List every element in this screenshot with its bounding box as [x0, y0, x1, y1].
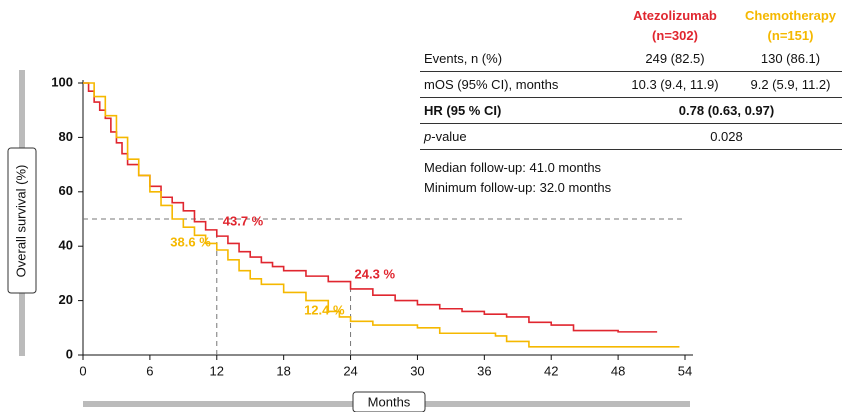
header-cell [420, 6, 611, 46]
column-header: Chemotherapy (n=151) [744, 8, 837, 43]
x-tick-label: 54 [678, 363, 692, 378]
table-row: p-value 0.028 [420, 123, 842, 150]
x-tick-label: 24 [343, 363, 357, 378]
cell: 0.78 (0.63, 0.97) [611, 97, 842, 124]
x-tick-label: 18 [276, 363, 290, 378]
column-header: Atezolizumab (n=302) [633, 8, 717, 43]
x-tick-label: 30 [410, 363, 424, 378]
x-tick-label: 12 [210, 363, 224, 378]
y-tick-label: 100 [51, 74, 73, 89]
summary-table: Atezolizumab (n=302) Chemotherapy (n=151)… [420, 6, 842, 198]
annotation: 12.4 % [304, 303, 345, 318]
y-tick-label: 0 [66, 346, 73, 361]
row-label: HR (95 % CI) [420, 97, 611, 124]
header-row: Atezolizumab (n=302) Chemotherapy (n=151) [420, 6, 842, 46]
cell: 249 (82.5) [611, 46, 739, 72]
y-tick-label: 20 [59, 292, 73, 307]
x-tick-label: 6 [146, 363, 153, 378]
x-tick-label: 36 [477, 363, 491, 378]
y-label-box [7, 147, 37, 294]
notes: Median follow-up: 41.0 months Minimum fol… [420, 158, 842, 198]
annotation: 38.6 % [170, 234, 211, 249]
table-row: HR (95 % CI) 0.78 (0.63, 0.97) [420, 97, 842, 124]
row-label: Events, n (%) [420, 46, 611, 72]
annotation: 43.7 % [223, 214, 264, 229]
x-tick-label: 48 [611, 363, 625, 378]
cell: 0.028 [611, 123, 842, 150]
row-label: mOS (95% CI), months [420, 71, 611, 98]
y-tick-label: 40 [59, 238, 73, 253]
cell: 9.2 (5.9, 11.2) [739, 71, 842, 98]
cell: 10.3 (9.4, 11.9) [611, 71, 739, 98]
annotation: 24.3 % [355, 266, 396, 281]
table-row: Events, n (%) 249 (82.5) 130 (86.1) [420, 46, 842, 72]
y-tick-label: 60 [59, 183, 73, 198]
note: Median follow-up: 41.0 months [424, 160, 602, 175]
x-tick-label: 42 [544, 363, 558, 378]
table-row: mOS (95% CI), months 10.3 (9.4, 11.9) 9.2 … [420, 71, 842, 98]
x-label-box [352, 391, 426, 412]
cell: 130 (86.1) [739, 46, 842, 72]
y-axis-label: Overall survival (%) [13, 165, 28, 278]
x-axis-label: Months [368, 394, 411, 409]
x-tick-label: 0 [79, 363, 86, 378]
survival-curve [83, 82, 680, 348]
row-label: p-value [420, 123, 611, 150]
note: Minimum follow-up: 32.0 months [424, 180, 612, 195]
survival-curve [83, 82, 658, 333]
y-tick-label: 80 [59, 129, 73, 144]
table: Atezolizumab (n=302) Chemotherapy (n=151)… [420, 6, 842, 150]
